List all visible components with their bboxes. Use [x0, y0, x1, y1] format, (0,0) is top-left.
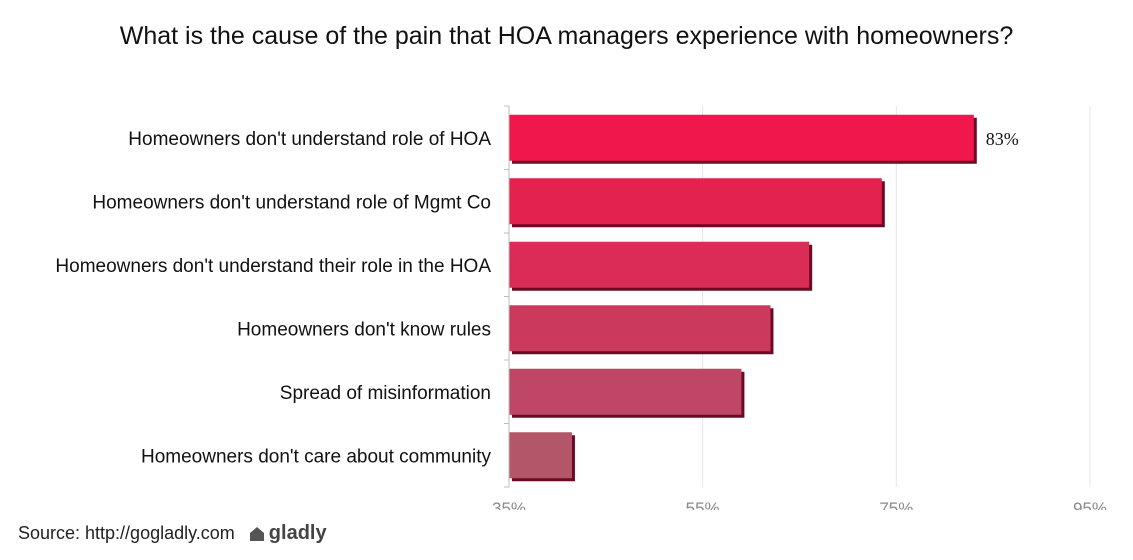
source-text: Source: http://gogladly.com: [18, 523, 235, 543]
x-tick-label: 95%: [1073, 499, 1107, 510]
chart-title: What is the cause of the pain that HOA m…: [119, 22, 1014, 50]
x-tick-label: 55%: [686, 499, 720, 510]
bar: [509, 368, 742, 415]
bar-chart: Homeowners don't understand role of HOA 8…: [55, 105, 1107, 510]
bar: [509, 305, 771, 352]
x-tick-label: 35%: [492, 499, 526, 510]
category-label: Spread of misinformation: [280, 383, 491, 404]
bar: [509, 178, 882, 225]
category-label: Homeowners don't understand role of HOA: [128, 129, 491, 150]
brand-logo: gladly: [249, 522, 327, 545]
category-label: Homeowners don't know rules: [237, 319, 491, 340]
bar: [509, 241, 810, 288]
x-tick-label: 75%: [879, 499, 913, 510]
bar: [509, 432, 572, 479]
brand-name: gladly: [268, 522, 327, 544]
category-label: Homeowners don't understand their role i…: [55, 256, 491, 277]
bar: [509, 114, 974, 161]
house-icon: [249, 526, 264, 541]
category-label: Homeowners don't understand role of Mgmt…: [92, 192, 491, 213]
data-label: 83%: [986, 129, 1019, 149]
category-label: Homeowners don't care about community: [141, 446, 492, 467]
source-footer: Source: http://gogladly.com gladly: [18, 522, 327, 545]
